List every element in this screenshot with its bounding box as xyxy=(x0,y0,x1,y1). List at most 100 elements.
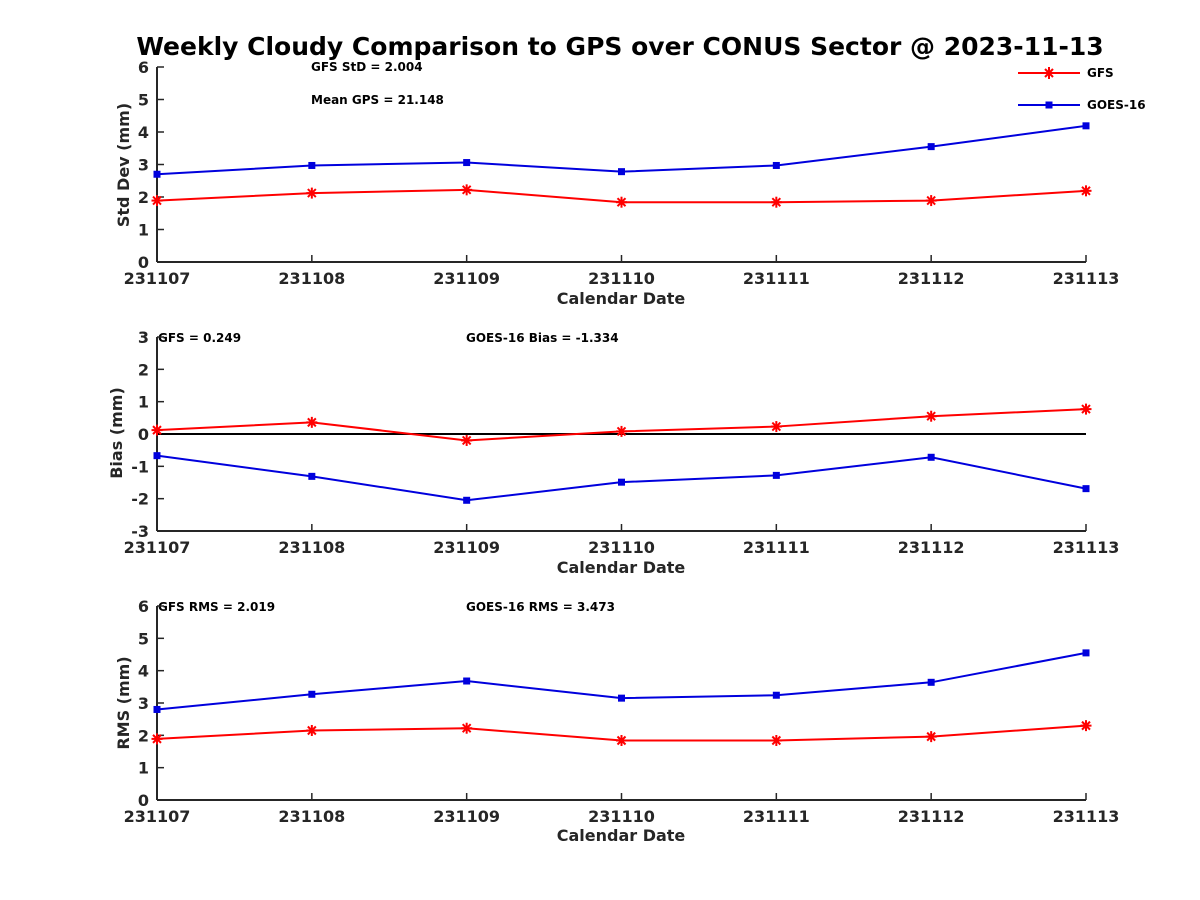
rms-goes16-point xyxy=(1082,649,1090,657)
bias-x-tick-label: 231107 xyxy=(124,538,191,557)
bias-plot: -3 -2 -1 0 1 2 3 231107 231108 231109 231110 231111… xyxy=(124,328,1120,557)
std-dev-y-tick-label: 0 xyxy=(138,253,149,272)
std-dev-goes16-point xyxy=(1082,122,1090,130)
std-dev-plot: 0 1 2 3 4 5 6 231107 231108 231109 231110 231111 231… xyxy=(124,58,1120,288)
bias-gfs-point xyxy=(461,434,473,446)
bias-gfs-point xyxy=(925,410,937,422)
rms-y-tick-label: 4 xyxy=(138,662,149,681)
rms-gfs-point xyxy=(925,731,937,743)
bias-x-axis-label: Calendar Date xyxy=(557,558,686,577)
rms-gfs-point xyxy=(151,733,163,745)
legend-entry-gfs: GFS xyxy=(1018,66,1114,80)
rms-gfs-point xyxy=(616,735,627,747)
legend-gfs-label: GFS xyxy=(1087,66,1114,80)
std-dev-panel: GFS StD = 2.004 Mean GPS = 21.148 Calend… xyxy=(114,60,1146,308)
rms-goes16-point xyxy=(153,705,161,713)
std-dev-goes16-point xyxy=(618,168,625,176)
rms-gfs-point xyxy=(1080,720,1092,732)
std-dev-x-tick-label: 231108 xyxy=(278,269,345,288)
rms-x-tick-label: 231111 xyxy=(743,807,810,826)
rms-goes16-point xyxy=(463,677,471,685)
std-dev-x-tick-label: 231111 xyxy=(743,269,810,288)
rms-x-tick-label: 231107 xyxy=(124,807,191,826)
gfs-std-annotation: GFS StD = 2.004 xyxy=(311,60,423,74)
bias-y-tick-label: -2 xyxy=(131,490,149,509)
rms-y-tick-label: 3 xyxy=(138,694,149,713)
std-dev-gfs-point xyxy=(151,195,163,207)
legend-goes16-label: GOES-16 xyxy=(1087,98,1146,112)
gfs-rms-annotation: GFS RMS = 2.019 xyxy=(158,600,275,614)
rms-y-tick-label: 1 xyxy=(138,759,149,778)
bias-goes16-point xyxy=(463,496,471,504)
std-dev-goes16-point xyxy=(772,161,780,169)
rms-x-tick-label: 231110 xyxy=(588,807,655,826)
bias-goes16-point xyxy=(1082,485,1090,493)
rms-x-tick-label: 231113 xyxy=(1053,807,1120,826)
std-dev-y-tick-label: 5 xyxy=(138,91,149,110)
bias-goes16-point xyxy=(153,452,161,460)
std-dev-x-tick-label: 231107 xyxy=(124,269,191,288)
gfs-bias-annotation: GFS = 0.249 xyxy=(158,331,241,345)
rms-goes16-point xyxy=(927,678,935,686)
bias-y-tick-label: 2 xyxy=(138,360,149,379)
rms-plot: 0 1 2 3 4 5 6 231107 231108 231109 231110 231111 231… xyxy=(124,597,1120,826)
bias-x-tick-label: 231112 xyxy=(898,538,965,557)
bias-gfs-point xyxy=(151,424,163,436)
std-dev-x-tick-label: 231112 xyxy=(898,269,965,288)
goes16-rms-annotation: GOES-16 RMS = 3.473 xyxy=(466,600,615,614)
rms-y-tick-label: 0 xyxy=(138,791,149,810)
rms-y-tick-label: 6 xyxy=(138,597,149,616)
legend-entry-goes16: GOES-16 xyxy=(1018,98,1146,112)
std-dev-goes16-point xyxy=(463,159,471,167)
bias-gfs-point xyxy=(770,421,782,433)
bias-y-tick-label: -1 xyxy=(131,457,149,476)
bias-goes16-point xyxy=(927,453,935,461)
bias-y-axis-label: Bias (mm) xyxy=(107,387,126,479)
std-dev-goes16-point xyxy=(927,143,935,151)
legend-goes16-marker-icon xyxy=(1045,101,1053,109)
figure-title: Weekly Cloudy Comparison to GPS over CON… xyxy=(136,32,1103,61)
rms-goes16-point xyxy=(772,691,780,699)
std-dev-y-tick-label: 2 xyxy=(138,188,149,207)
bias-y-tick-label: 1 xyxy=(138,393,149,412)
std-dev-gfs-point xyxy=(616,196,627,208)
rms-x-axis-label: Calendar Date xyxy=(557,826,686,845)
std-dev-y-axis-label: Std Dev (mm) xyxy=(114,103,133,227)
rms-x-tick-label: 231108 xyxy=(278,807,345,826)
bias-gfs-point xyxy=(306,416,318,428)
rms-y-tick-label: 2 xyxy=(138,726,149,745)
std-dev-y-tick-label: 6 xyxy=(138,58,149,77)
rms-gfs-point xyxy=(461,722,473,734)
bias-gfs-point xyxy=(1080,403,1092,415)
legend: GFS GOES-16 xyxy=(1018,66,1146,112)
std-dev-goes16-point xyxy=(308,161,316,169)
rms-goes16-point xyxy=(308,690,316,698)
bias-goes16-point xyxy=(772,471,780,479)
bias-gfs-point xyxy=(616,425,627,437)
rms-gfs-point xyxy=(770,735,782,747)
std-dev-gfs-point xyxy=(925,195,937,207)
std-dev-gfs-point xyxy=(306,187,318,199)
mean-gps-annotation: Mean GPS = 21.148 xyxy=(311,93,444,107)
bias-y-tick-label: 0 xyxy=(138,425,149,444)
rms-y-axis-label: RMS (mm) xyxy=(114,656,133,749)
std-dev-y-tick-label: 4 xyxy=(138,123,149,142)
rms-goes16-point xyxy=(618,694,625,702)
bias-x-tick-label: 231109 xyxy=(433,538,500,557)
bias-x-tick-label: 231110 xyxy=(588,538,655,557)
rms-panel: GFS RMS = 2.019 GOES-16 RMS = 3.473 Cale… xyxy=(114,600,685,845)
std-dev-x-axis-label: Calendar Date xyxy=(557,289,686,308)
std-dev-y-tick-label: 3 xyxy=(138,156,149,175)
std-dev-goes16-point xyxy=(153,170,161,178)
std-dev-gfs-point xyxy=(1080,185,1092,197)
std-dev-gfs-point xyxy=(770,196,782,208)
std-dev-x-tick-label: 231109 xyxy=(433,269,500,288)
std-dev-x-tick-label: 231110 xyxy=(588,269,655,288)
bias-y-tick-label: -3 xyxy=(131,522,149,541)
std-dev-gfs-point xyxy=(461,184,473,196)
rms-y-tick-label: 5 xyxy=(138,629,149,648)
rms-gfs-point xyxy=(306,724,318,736)
bias-panel: GFS = 0.249 GOES-16 Bias = -1.334 Calend… xyxy=(107,331,685,577)
